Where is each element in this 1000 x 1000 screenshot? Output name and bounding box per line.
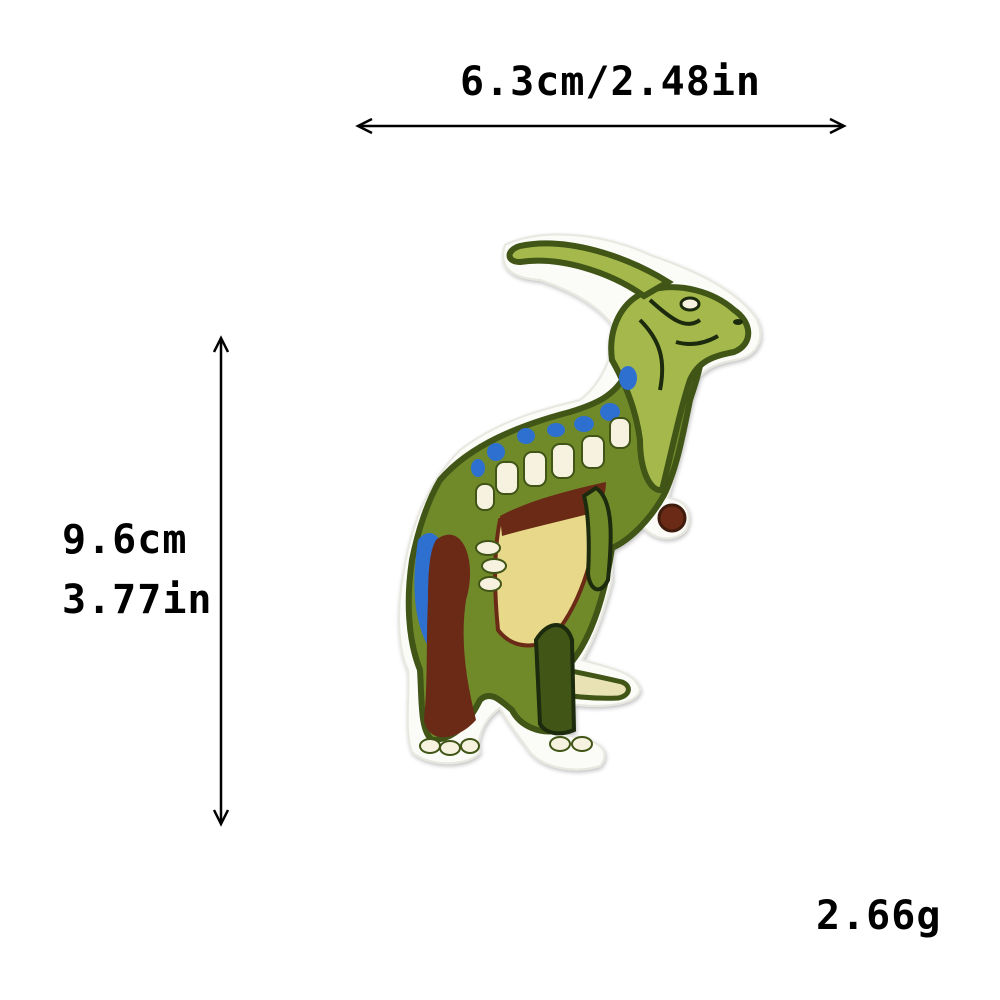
brown-thigh bbox=[424, 534, 476, 738]
height-dimension-cm-label: 9.6cm bbox=[62, 517, 188, 563]
arm bbox=[581, 485, 613, 592]
toes bbox=[419, 736, 593, 756]
crest bbox=[506, 240, 674, 300]
nostril bbox=[733, 319, 743, 325]
weight-label: 2.66g bbox=[816, 893, 942, 939]
throat-ornament bbox=[657, 503, 687, 533]
head-stripes bbox=[638, 298, 719, 391]
rib-patches bbox=[475, 417, 631, 511]
brown-band bbox=[500, 482, 606, 536]
front-leg bbox=[533, 623, 577, 736]
width-arrow bbox=[355, 117, 847, 135]
eye bbox=[679, 296, 701, 312]
height-arrow bbox=[212, 335, 230, 827]
width-dimension-label: 6.3cm/2.48in bbox=[460, 59, 761, 105]
blue-spots bbox=[471, 366, 637, 477]
height-dimension-in-label: 3.77in bbox=[62, 577, 213, 623]
hand bbox=[475, 540, 507, 592]
